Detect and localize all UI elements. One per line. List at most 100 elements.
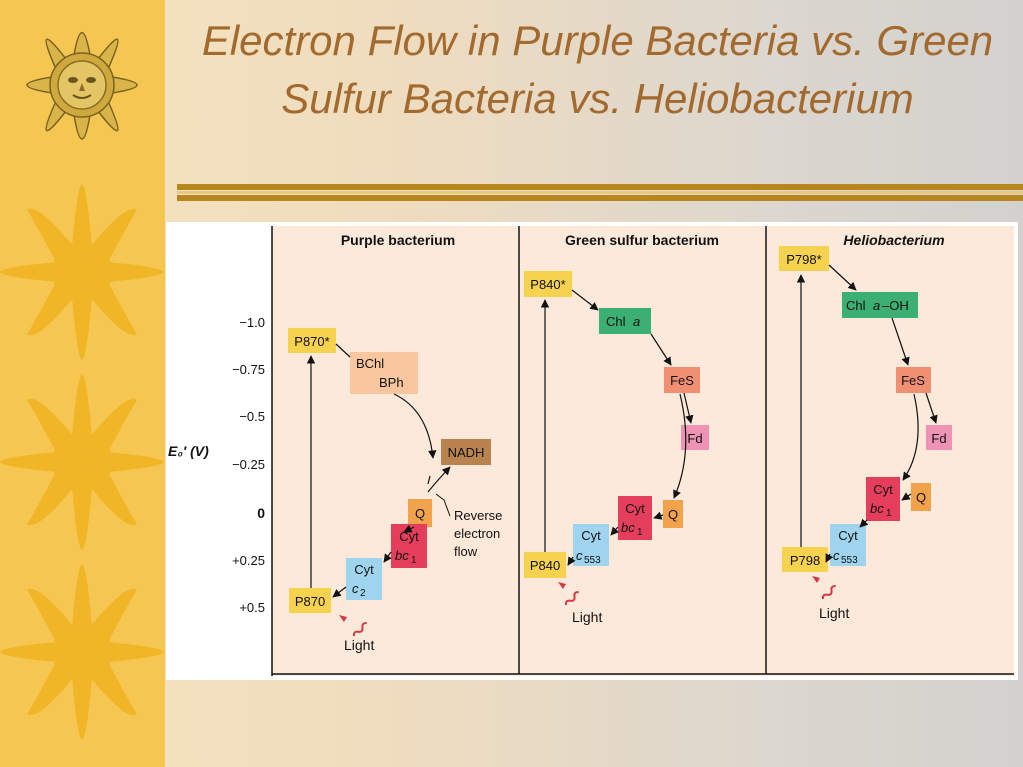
electron-flow-figure: E₀′ (V) −1.0 −0.75 −0.5 −0.25 0 +0.25 +0…: [166, 222, 1018, 680]
cyt-c2-sub-label: 2: [360, 588, 366, 599]
cyt-c553-box: [573, 524, 609, 566]
cyt-c2-box: [346, 558, 382, 600]
cyt-bc1-sub-label: 1: [411, 555, 417, 566]
light-arrow-icon: [352, 622, 367, 637]
p840-excited-box: [524, 271, 572, 297]
chl-a-label: a: [633, 314, 640, 329]
sun-medallion-icon: [26, 32, 138, 140]
cyt-bc1-cyt-label: Cyt: [873, 482, 893, 497]
light-arrowhead: [812, 576, 820, 583]
decorative-sidebar: [0, 0, 165, 767]
nadh-box: [441, 439, 491, 465]
tick-label: −0.25: [232, 457, 265, 472]
p840-ground-label: P840: [530, 558, 560, 573]
cyt-c553-sub-label: 553: [841, 555, 858, 566]
flow-arrow: [332, 586, 347, 598]
p798-ground-label: P798: [790, 553, 820, 568]
fes-label: FeS: [901, 373, 925, 388]
q-label: Q: [668, 507, 678, 522]
bph-label: BPh: [379, 375, 404, 390]
chl-a-oh-box: [842, 292, 918, 318]
cyt-c2-cyt-label: Cyt: [354, 562, 374, 577]
tick-label: +0.5: [239, 600, 265, 615]
cyt-bc1-bc-label: bc: [621, 520, 635, 535]
p840-excited-label: P840*: [530, 277, 565, 292]
sun-icon: [0, 374, 164, 550]
flow-dash: [427, 475, 431, 485]
cyt-c553-sub-label: 553: [584, 555, 601, 566]
p798-ground-box: [782, 547, 828, 572]
cyt-bc1-cyt-label: Cyt: [625, 501, 645, 516]
reverse-flow-arrow: [427, 466, 451, 493]
flow-arrow: [891, 317, 910, 366]
flow-arrow: [683, 392, 694, 424]
light-arrow-icon: [821, 585, 836, 600]
cyt-c553-cyt-label: Cyt: [581, 528, 601, 543]
flow-arrow: [901, 492, 912, 501]
fes-box: [664, 367, 700, 393]
cyt-c2-c-label: c: [352, 581, 359, 596]
reverse-label-3: flow: [454, 544, 478, 559]
axis-label: E₀′ (V): [168, 443, 209, 459]
flow-arrow: [925, 392, 938, 424]
p870-excited-label: P870*: [294, 334, 329, 349]
chl-suffix-label: –OH: [882, 298, 909, 313]
p870-ground-box: [289, 588, 331, 613]
flow-arrow: [825, 553, 834, 563]
cyt-c553-cyt-label: Cyt: [838, 528, 858, 543]
bchl-bph-box: [350, 352, 418, 394]
flow-arrow: [383, 551, 392, 563]
flow-arrow: [567, 556, 576, 566]
reverse-label-1: Reverse: [454, 508, 502, 523]
cyt-c553-c-label: c: [576, 548, 583, 563]
tick-label: −0.5: [239, 409, 265, 424]
cyt-bc1-sub-label: 1: [637, 527, 643, 538]
flow-arrow: [828, 264, 857, 291]
p870-ground-label: P870: [295, 594, 325, 609]
flow-arrow: [571, 289, 599, 311]
sun-icon: [0, 564, 164, 740]
p870-excited-box: [288, 328, 336, 353]
panel-background: [519, 226, 765, 676]
flow-line: [335, 343, 351, 358]
chl-a-label: a: [873, 298, 880, 313]
light-arrowhead: [558, 582, 566, 589]
light-arrowhead: [339, 615, 347, 622]
light-arrow-icon: [564, 591, 579, 606]
chl-a-box: [599, 308, 651, 334]
cyt-bc1-box: [618, 496, 652, 540]
fd-box: [926, 425, 952, 450]
flow-arrow: [393, 393, 437, 459]
q-box: [911, 483, 931, 511]
chl-label: Chl: [846, 298, 866, 313]
flow-arrow: [859, 518, 869, 528]
cyt-c553-box: [830, 524, 866, 566]
cyt-bc1-box: [866, 477, 900, 521]
fd-label: Fd: [931, 431, 946, 446]
tick-label: −1.0: [239, 315, 265, 330]
tick-label: +0.25: [232, 553, 265, 568]
flow-arrow: [653, 511, 664, 520]
light-label: Light: [819, 605, 849, 621]
cyt-bc1-bc-label: bc: [870, 501, 884, 516]
p798-excited-label: P798*: [786, 252, 821, 267]
q-label: Q: [415, 506, 425, 521]
panel-title: Green sulfur bacterium: [565, 232, 719, 248]
reverse-callout-line: [435, 493, 451, 517]
cyt-bc1-sub-label: 1: [886, 508, 892, 519]
reverse-label-2: electron: [454, 526, 500, 541]
panel-title: Purple bacterium: [341, 232, 455, 248]
fes-label: FeS: [670, 373, 694, 388]
bchl-label: BChl: [356, 356, 384, 371]
cyt-bc1-bc-label: bc: [395, 548, 409, 563]
fes-box: [896, 367, 931, 393]
cyt-bc1-cyt-label: Cyt: [399, 529, 419, 544]
cyt-c553-c-label: c: [833, 548, 840, 563]
flow-arrow: [902, 393, 919, 481]
flow-arrow: [403, 524, 415, 533]
flow-arrow: [610, 526, 620, 536]
slide-title: Electron Flow in Purple Bacteria vs. Gre…: [201, 17, 994, 122]
p840-ground-box: [524, 552, 566, 578]
nadh-label: NADH: [448, 445, 485, 460]
p798-excited-box: [779, 246, 829, 271]
